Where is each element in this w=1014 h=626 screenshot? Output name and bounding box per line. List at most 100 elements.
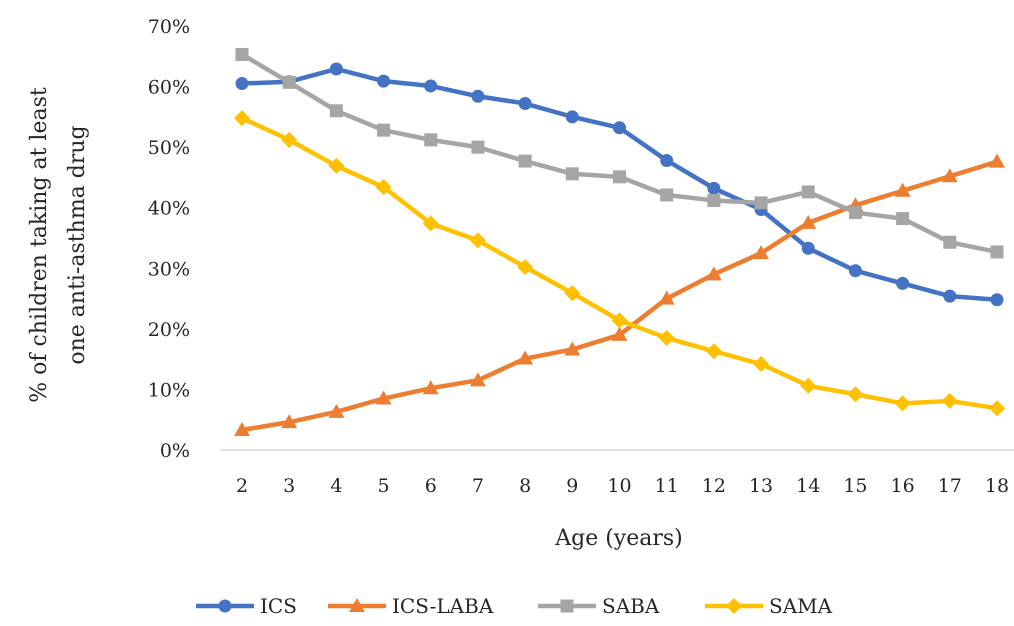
x-tick-label: 4 [330, 475, 342, 497]
x-tick-label: 9 [566, 475, 578, 497]
series-line-sama [239, 115, 1000, 411]
data-point-saba [660, 188, 674, 202]
y-axis-tick-labels: 0% 10% 20% 30% 40% 50% 60% 70% [148, 16, 190, 462]
data-point-ics [990, 293, 1004, 307]
legend-swatch-marker [560, 599, 574, 613]
data-point-saba [943, 235, 957, 249]
legend-swatch-marker [218, 599, 232, 613]
x-tick-label: 5 [378, 475, 390, 497]
x-tick-label: 14 [796, 475, 820, 497]
data-point-ics-laba [517, 350, 534, 365]
data-point-ics [660, 153, 674, 167]
data-point-ics-laba [658, 290, 675, 305]
data-point-saba [282, 75, 296, 89]
data-point-saba [848, 206, 862, 220]
data-point-ics-laba [281, 414, 298, 429]
x-tick-label: 3 [283, 475, 295, 497]
data-point-sama [375, 179, 392, 196]
y-tick-label: 30% [148, 258, 190, 280]
data-point-ics-laba [375, 390, 392, 405]
data-point-ics [377, 74, 391, 88]
data-point-saba [235, 47, 249, 61]
data-point-ics-laba [328, 403, 345, 418]
data-point-ics [235, 77, 249, 91]
legend-label: SABA [602, 594, 660, 618]
data-point-sama [281, 131, 298, 148]
data-point-ics [943, 289, 957, 303]
data-point-ics [424, 79, 438, 93]
series-layer [234, 47, 1005, 437]
y-tick-label: 70% [148, 16, 190, 38]
legend-label: SAMA [769, 594, 833, 618]
y-tick-label: 10% [148, 379, 190, 401]
y-tick-label: 40% [148, 198, 190, 220]
data-point-ics-laba [469, 372, 486, 387]
data-point-sama [989, 400, 1005, 417]
x-axis-tick-labels: 2 3 4 5 6 7 8 9 10 11 12 13 14 15 16 17 18 [236, 475, 1009, 497]
legend: ICS ICS-LABA SABA SAMA [196, 594, 833, 618]
x-tick-label: 10 [607, 475, 631, 497]
x-tick-label: 7 [472, 475, 484, 497]
data-point-saba [754, 196, 768, 210]
legend-label: ICS [260, 594, 297, 618]
data-point-sama [564, 285, 581, 302]
data-point-saba [707, 193, 721, 207]
data-point-saba [990, 245, 1004, 259]
legend-swatch-marker [349, 598, 365, 612]
y-tick-label: 60% [148, 77, 190, 99]
data-point-ics-laba [800, 214, 817, 229]
data-point-sama [234, 110, 250, 127]
data-point-ics-laba [422, 380, 439, 395]
data-point-ics-laba [564, 341, 581, 356]
data-point-ics [801, 241, 815, 255]
data-point-sama [658, 329, 675, 346]
data-point-saba [801, 185, 815, 199]
series-ics [235, 62, 1004, 307]
y-axis-title-line-2: one anti-asthma drug [65, 125, 90, 364]
legend-item-ics: ICS [196, 594, 297, 618]
data-point-sama [611, 312, 628, 329]
y-axis-title-line-1: % of children taking at least [27, 87, 52, 403]
data-point-ics [896, 276, 910, 290]
x-tick-label: 6 [425, 475, 437, 497]
data-point-saba [518, 154, 532, 168]
data-point-sama [469, 232, 486, 249]
data-point-sama [753, 355, 770, 372]
data-point-sama [705, 343, 722, 360]
data-point-ics [613, 121, 626, 135]
series-saba [235, 47, 1004, 259]
y-tick-label: 0% [160, 440, 190, 462]
x-tick-label: 15 [843, 475, 867, 497]
data-point-saba [565, 167, 579, 181]
x-tick-label: 16 [891, 475, 915, 497]
data-point-sama [422, 215, 439, 232]
data-point-ics-laba [989, 153, 1005, 168]
series-ics-laba [234, 153, 1005, 437]
x-tick-label: 13 [749, 475, 773, 497]
x-tick-label: 2 [236, 475, 248, 497]
x-axis-title: Age (years) [554, 526, 683, 551]
series-sama [234, 110, 1005, 417]
data-point-ics [329, 62, 343, 76]
data-point-ics-laba [705, 266, 722, 281]
x-tick-label: 17 [938, 475, 962, 497]
data-point-ics [848, 264, 862, 278]
data-point-ics [471, 89, 485, 103]
series-line-ics [239, 66, 1000, 303]
data-point-sama [847, 386, 864, 403]
x-tick-label: 11 [655, 475, 679, 497]
legend-item-ics-laba: ICS-LABA [328, 594, 494, 618]
data-point-saba [613, 170, 626, 184]
data-point-sama [941, 392, 958, 409]
y-tick-label: 20% [148, 319, 190, 341]
data-point-saba [471, 140, 485, 154]
series-line-ics-laba [239, 159, 1000, 433]
x-tick-label: 12 [702, 475, 726, 497]
data-point-sama [328, 157, 345, 174]
y-tick-label: 50% [148, 137, 190, 159]
legend-item-saba: SABA [538, 594, 660, 618]
data-point-sama [517, 259, 534, 276]
data-point-saba [329, 104, 343, 118]
data-point-ics [707, 181, 721, 195]
